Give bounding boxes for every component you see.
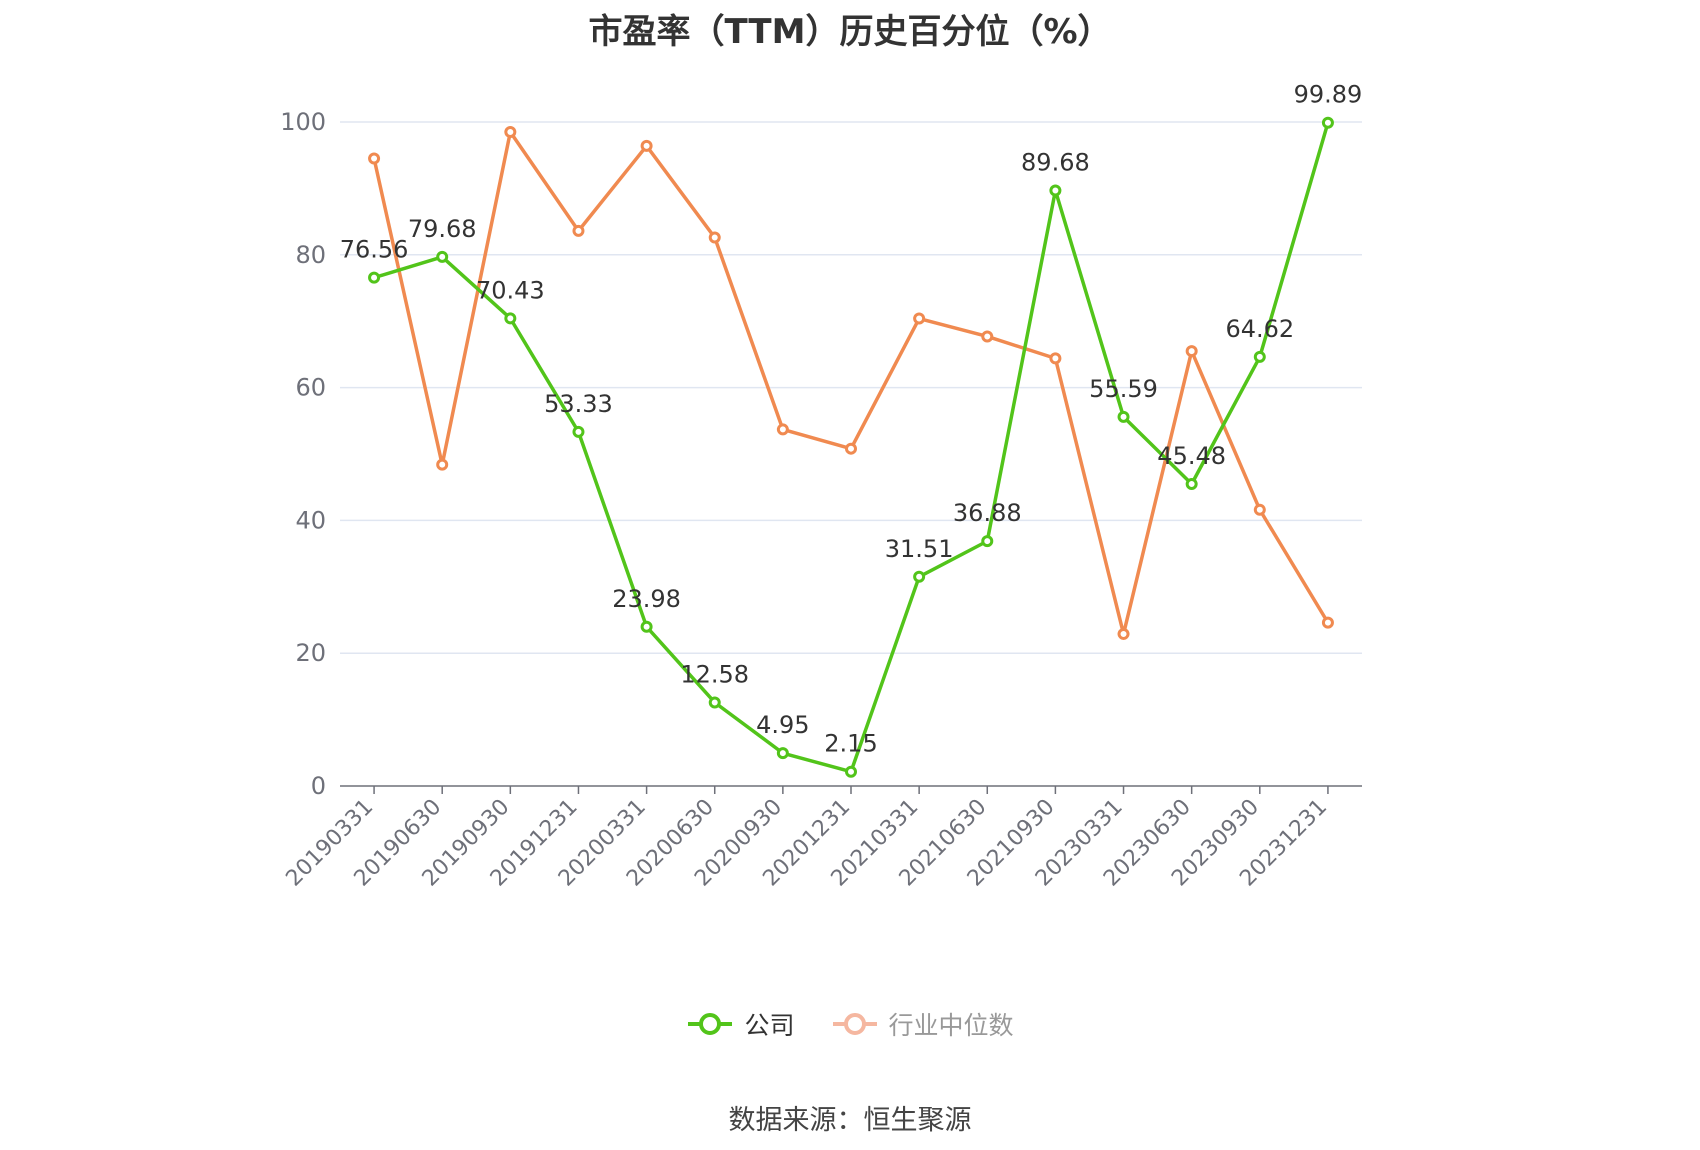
- company-data-label: 53.33: [544, 390, 613, 418]
- data-source-note: 数据来源：恒生聚源: [728, 1105, 972, 1136]
- company-data-label: 12.58: [680, 660, 749, 688]
- company-data-point: [1253, 350, 1266, 363]
- company-data-label: 36.88: [953, 499, 1022, 527]
- legend-item-company[interactable]: 公司: [686, 1006, 795, 1042]
- grid-layer: [340, 121, 1362, 654]
- industry-median-data-point: [504, 125, 517, 138]
- legend: 公司 行业中位数: [0, 1006, 1700, 1042]
- industry-median-series-line: [372, 130, 1330, 636]
- company-data-label: 99.89: [1294, 81, 1363, 109]
- industry-median-data-point: [1049, 352, 1062, 365]
- company-data-point: [1185, 478, 1198, 491]
- company-data-label: 89.68: [1021, 149, 1090, 177]
- company-data-point: [913, 570, 926, 583]
- industry-median-data-point: [708, 231, 721, 244]
- y-tick-label: 80: [295, 241, 326, 269]
- industry-median-data-point: [1117, 627, 1130, 640]
- industry-median-data-point: [436, 458, 449, 471]
- industry-median-data-point: [913, 312, 926, 325]
- legend-company-label: 公司: [744, 1011, 795, 1040]
- industry-median-data-point: [640, 139, 653, 152]
- company-data-label: 70.43: [476, 276, 545, 304]
- company-data-label: 45.48: [1157, 442, 1226, 470]
- chart-title: 市盈率（TTM）历史百分位（%）: [588, 12, 1112, 52]
- company-data-point: [572, 425, 585, 438]
- company-data-label: 79.68: [408, 215, 477, 243]
- company-data-label: 4.95: [756, 711, 809, 739]
- industry-median-data-point: [368, 152, 381, 165]
- y-tick-label: 40: [295, 506, 326, 534]
- company-data-label: 23.98: [612, 585, 681, 613]
- company-data-point: [1321, 116, 1334, 129]
- industry-median-data-point: [776, 423, 789, 436]
- company-data-point: [1117, 410, 1130, 423]
- legend-industry-marker-icon: [832, 1013, 877, 1035]
- company-data-label: 76.56: [340, 236, 409, 264]
- company-data-point: [776, 747, 789, 760]
- legend-item-industry-median[interactable]: 行业中位数: [831, 1006, 1014, 1042]
- industry-median-data-point: [1321, 616, 1334, 629]
- legend-industry-label: 行业中位数: [888, 1011, 1014, 1040]
- company-data-point: [504, 312, 517, 325]
- company-data-point: [708, 696, 721, 709]
- company-data-point: [981, 535, 994, 548]
- company-data-label: 64.62: [1225, 315, 1294, 343]
- industry-median-data-point: [845, 442, 857, 455]
- company-data-point: [368, 271, 381, 284]
- company-data-label: 2.15: [824, 730, 877, 758]
- axis-layer: 0204060801002019033120190630201909302019…: [280, 108, 1362, 891]
- industry-median-data-point: [981, 330, 994, 343]
- y-tick-label: 20: [295, 639, 326, 667]
- industry-median-data-point: [1185, 345, 1198, 358]
- y-tick-label: 0: [311, 772, 326, 800]
- company-data-point: [640, 620, 653, 633]
- company-data-label: 55.59: [1089, 375, 1158, 403]
- y-tick-label: 100: [280, 108, 326, 136]
- legend-company-marker-icon: [688, 1013, 733, 1035]
- industry-median-data-point: [1253, 503, 1266, 516]
- company-data-label: 31.51: [885, 535, 954, 563]
- company-data-point: [436, 250, 449, 263]
- company-data-point: [1049, 184, 1062, 197]
- series-layer: [368, 116, 1334, 778]
- industry-median-data-point: [572, 224, 585, 237]
- company-data-point: [845, 765, 857, 778]
- y-tick-label: 60: [295, 374, 326, 402]
